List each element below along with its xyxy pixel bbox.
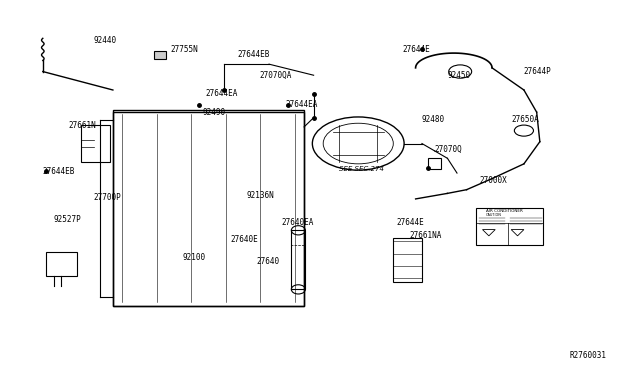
Text: 27661NA: 27661NA [409,231,442,240]
Text: 27644EA: 27644EA [285,100,317,109]
Text: R2760031: R2760031 [570,350,607,359]
Text: 92480: 92480 [422,115,445,124]
Text: 27644P: 27644P [524,67,552,76]
Text: 92136N: 92136N [246,191,275,200]
Text: CAUTION: CAUTION [486,212,502,217]
Bar [46,253,77,276]
Text: AIR CONDITIONER: AIR CONDITIONER [486,209,522,213]
Text: 92490: 92490 [202,108,225,117]
Text: SEE SEC.274: SEE SEC.274 [339,166,384,172]
Bar [81,125,109,162]
Text: 27644EB: 27644EB [43,167,75,176]
Text: 27640E: 27640E [231,235,259,244]
Text: 92100: 92100 [183,253,206,263]
Bar [291,230,305,289]
Text: 92527P: 92527P [54,215,81,224]
Text: 27070Q: 27070Q [435,145,463,154]
Bar [394,238,422,282]
Text: 27644E: 27644E [403,45,431,54]
Text: 27650A: 27650A [511,115,539,124]
Text: 27000X: 27000X [479,176,507,185]
Text: 27644E: 27644E [396,218,424,227]
Text: 27755N: 27755N [170,45,198,54]
Text: 27700P: 27700P [94,193,122,202]
Text: 27644EA: 27644EA [205,89,237,98]
Text: 92450: 92450 [447,71,470,80]
Text: 92440: 92440 [94,36,117,45]
Bar [428,158,441,169]
Text: 27661N: 27661N [68,121,96,129]
Bar [476,208,543,245]
Text: 27640: 27640 [256,257,280,266]
Text: 27644EB: 27644EB [237,51,269,60]
Text: 27070QA: 27070QA [259,71,292,80]
Text: 27640EA: 27640EA [282,218,314,227]
Bar [113,110,304,306]
Bar [154,51,166,59]
